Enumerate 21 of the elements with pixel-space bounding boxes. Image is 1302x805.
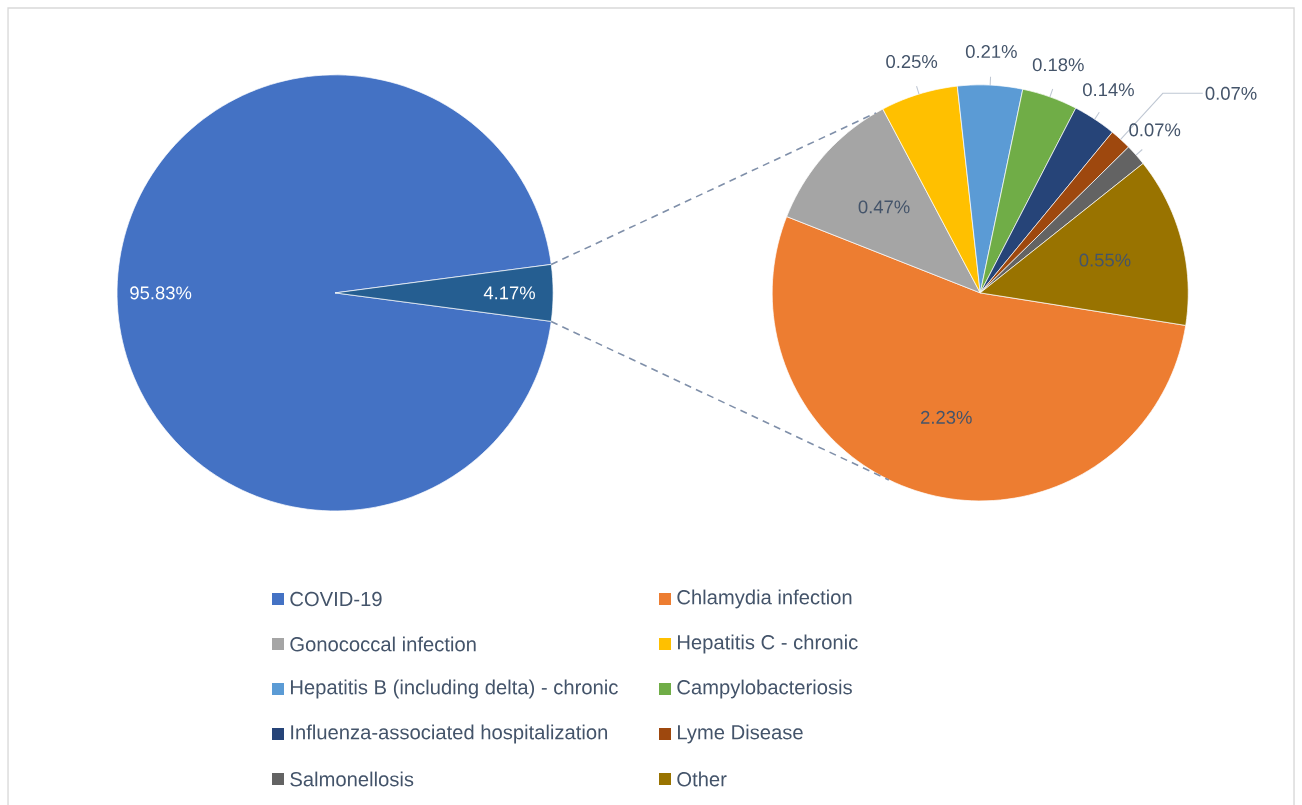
data-label: 0.47% bbox=[858, 200, 910, 214]
data-label: 0.07% bbox=[1129, 123, 1181, 137]
data-label: 0.25% bbox=[886, 55, 938, 69]
legend-label: Hepatitis C - chronic bbox=[678, 634, 858, 654]
legend-label: Influenza-associated hospitalization bbox=[291, 724, 608, 744]
legend-label: Gonococcal infection bbox=[290, 636, 476, 652]
legend-label: Chlamydia infection bbox=[677, 589, 852, 609]
legend-label: COVID-19 bbox=[290, 591, 382, 607]
data-label: 4.17% bbox=[483, 286, 535, 300]
legend-label: Hepatitis B (including delta) - chronic bbox=[291, 679, 618, 699]
data-label: 95.83% bbox=[130, 286, 192, 300]
data-label: 0.21% bbox=[965, 44, 1017, 59]
data-label: 0.07% bbox=[1205, 86, 1257, 100]
legend-label: Lyme Disease bbox=[678, 724, 803, 744]
data-label: 0.18% bbox=[1032, 58, 1084, 72]
legend-label: Salmonellosis bbox=[290, 771, 414, 787]
legend-label: Other bbox=[677, 771, 727, 787]
legend-label: Campylobacteriosis bbox=[677, 679, 852, 699]
data-label: 0.55% bbox=[1079, 253, 1131, 267]
data-label: 0.14% bbox=[1083, 83, 1134, 97]
data-label: 2.23% bbox=[921, 410, 972, 424]
